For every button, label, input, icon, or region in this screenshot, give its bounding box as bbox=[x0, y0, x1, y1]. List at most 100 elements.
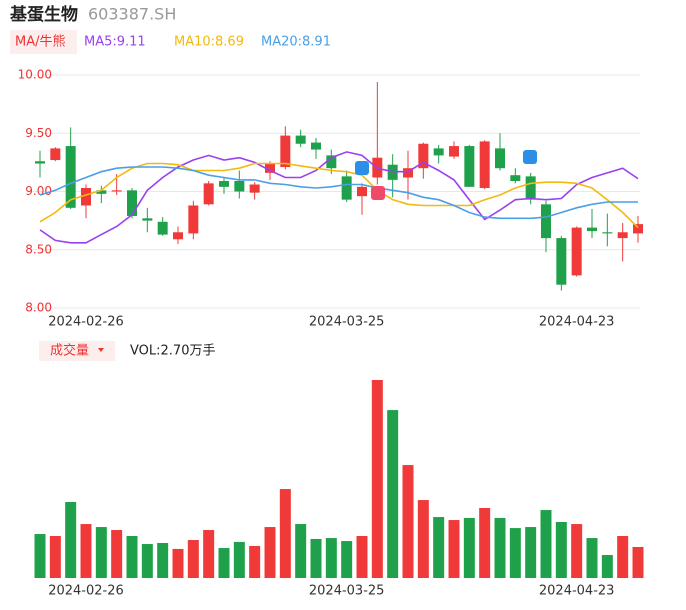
candle-body bbox=[311, 142, 321, 150]
volume-bar bbox=[341, 541, 353, 578]
volume-bar bbox=[111, 530, 123, 578]
volume-bar bbox=[371, 380, 383, 578]
stock-name: 基蛋生物 bbox=[9, 4, 78, 25]
candle-body bbox=[35, 161, 45, 164]
candle-body bbox=[418, 143, 429, 169]
candle-body bbox=[341, 176, 352, 200]
legend-entry: MA10:8.69 bbox=[174, 35, 244, 50]
candle-body bbox=[617, 232, 628, 239]
candle-body bbox=[50, 148, 61, 161]
candle-body bbox=[479, 141, 490, 189]
candle-body bbox=[357, 186, 367, 197]
candle-body bbox=[295, 135, 306, 144]
x-tick-label: 2024-04-23 bbox=[539, 315, 615, 330]
volume-bar bbox=[80, 524, 92, 578]
volume-bar bbox=[387, 410, 399, 578]
signal-icon bbox=[523, 150, 537, 164]
volume-bar bbox=[325, 538, 337, 578]
candle-body bbox=[142, 218, 153, 221]
legend-entry: MA5:9.11 bbox=[84, 35, 146, 50]
x-tick-label: 2024-02-26 bbox=[48, 315, 124, 330]
candle-body bbox=[249, 184, 260, 193]
vol-button-bg[interactable] bbox=[39, 341, 115, 361]
y-tick-label: 10.00 bbox=[18, 68, 52, 82]
candle-body bbox=[234, 181, 245, 192]
volume-bar bbox=[632, 547, 644, 578]
x-tick-label: 2024-03-25 bbox=[309, 584, 385, 599]
candle-body bbox=[280, 135, 291, 168]
candle-body bbox=[525, 176, 536, 200]
volume-bar bbox=[417, 500, 429, 578]
candle-body bbox=[587, 227, 597, 232]
candle-body bbox=[433, 148, 444, 156]
volume-bar bbox=[203, 530, 215, 578]
volume-bar bbox=[617, 535, 629, 578]
candle-body bbox=[96, 190, 107, 194]
volume-bar bbox=[494, 517, 506, 578]
volume-bar bbox=[310, 538, 322, 578]
volume-bar bbox=[402, 465, 414, 578]
volume-bar bbox=[356, 535, 368, 578]
volume-bar bbox=[49, 535, 61, 578]
ma-line bbox=[39, 166, 638, 220]
volume-bar bbox=[555, 521, 567, 578]
y-tick-label: 8.00 bbox=[25, 301, 52, 315]
candle-body bbox=[449, 146, 459, 157]
ma-line bbox=[39, 151, 639, 244]
vol-button[interactable]: 成交量 bbox=[50, 343, 89, 359]
x-tick-label: 2024-04-23 bbox=[539, 584, 615, 599]
x-tick-label: 2024-02-26 bbox=[48, 584, 124, 599]
volume-bar bbox=[34, 534, 46, 578]
ma-button[interactable]: MA/牛熊 bbox=[15, 34, 66, 50]
y-tick-label: 9.00 bbox=[25, 184, 52, 198]
signal-icon bbox=[371, 186, 385, 200]
candle-body bbox=[326, 155, 337, 169]
legend-entry: MA20:8.91 bbox=[261, 35, 331, 50]
volume-bar bbox=[448, 520, 460, 578]
y-tick-label: 8.50 bbox=[25, 242, 52, 256]
volume-bar bbox=[172, 548, 184, 578]
candle-body bbox=[571, 227, 582, 276]
volume-bar bbox=[601, 555, 613, 578]
signal-icons bbox=[355, 150, 537, 200]
volume-bar bbox=[187, 540, 199, 578]
volume-bar bbox=[279, 489, 291, 578]
y-tick-label: 9.50 bbox=[25, 126, 52, 140]
volume-bar bbox=[295, 524, 307, 578]
volume-bar bbox=[249, 545, 261, 578]
candle-body bbox=[173, 232, 183, 240]
volume-bar bbox=[463, 517, 475, 578]
candle-body bbox=[633, 224, 643, 234]
candle-body bbox=[541, 204, 551, 239]
candle-body bbox=[403, 168, 413, 178]
candle-body bbox=[188, 205, 199, 234]
ma-line bbox=[39, 162, 639, 229]
candle-body bbox=[464, 146, 475, 187]
ma-button-bg[interactable] bbox=[10, 30, 77, 54]
candle-body bbox=[495, 148, 505, 169]
volume-bar bbox=[126, 535, 138, 578]
signal-icon bbox=[355, 161, 369, 175]
volume-bar bbox=[141, 544, 153, 578]
vol-title: VOL:2.70万手 bbox=[130, 344, 215, 359]
volume-bar bbox=[525, 527, 537, 578]
volume-bar bbox=[218, 548, 230, 578]
volume-bar bbox=[479, 507, 491, 578]
candle-body bbox=[556, 238, 567, 285]
volume-bar bbox=[571, 524, 583, 578]
candle-body bbox=[203, 183, 214, 205]
candle-body bbox=[510, 175, 521, 182]
volume-bar bbox=[65, 502, 77, 578]
volume-bar bbox=[233, 541, 245, 578]
volume-bar bbox=[433, 517, 445, 578]
stock-code: 603387.SH bbox=[88, 5, 176, 24]
volume-bar bbox=[540, 510, 552, 578]
x-tick-label: 2024-03-25 bbox=[309, 315, 385, 330]
candle-body bbox=[65, 146, 76, 208]
candle-body bbox=[127, 190, 137, 216]
candle-body bbox=[111, 190, 122, 192]
candle-body bbox=[81, 188, 91, 206]
candle-body bbox=[602, 232, 613, 234]
candle-body bbox=[219, 181, 229, 187]
